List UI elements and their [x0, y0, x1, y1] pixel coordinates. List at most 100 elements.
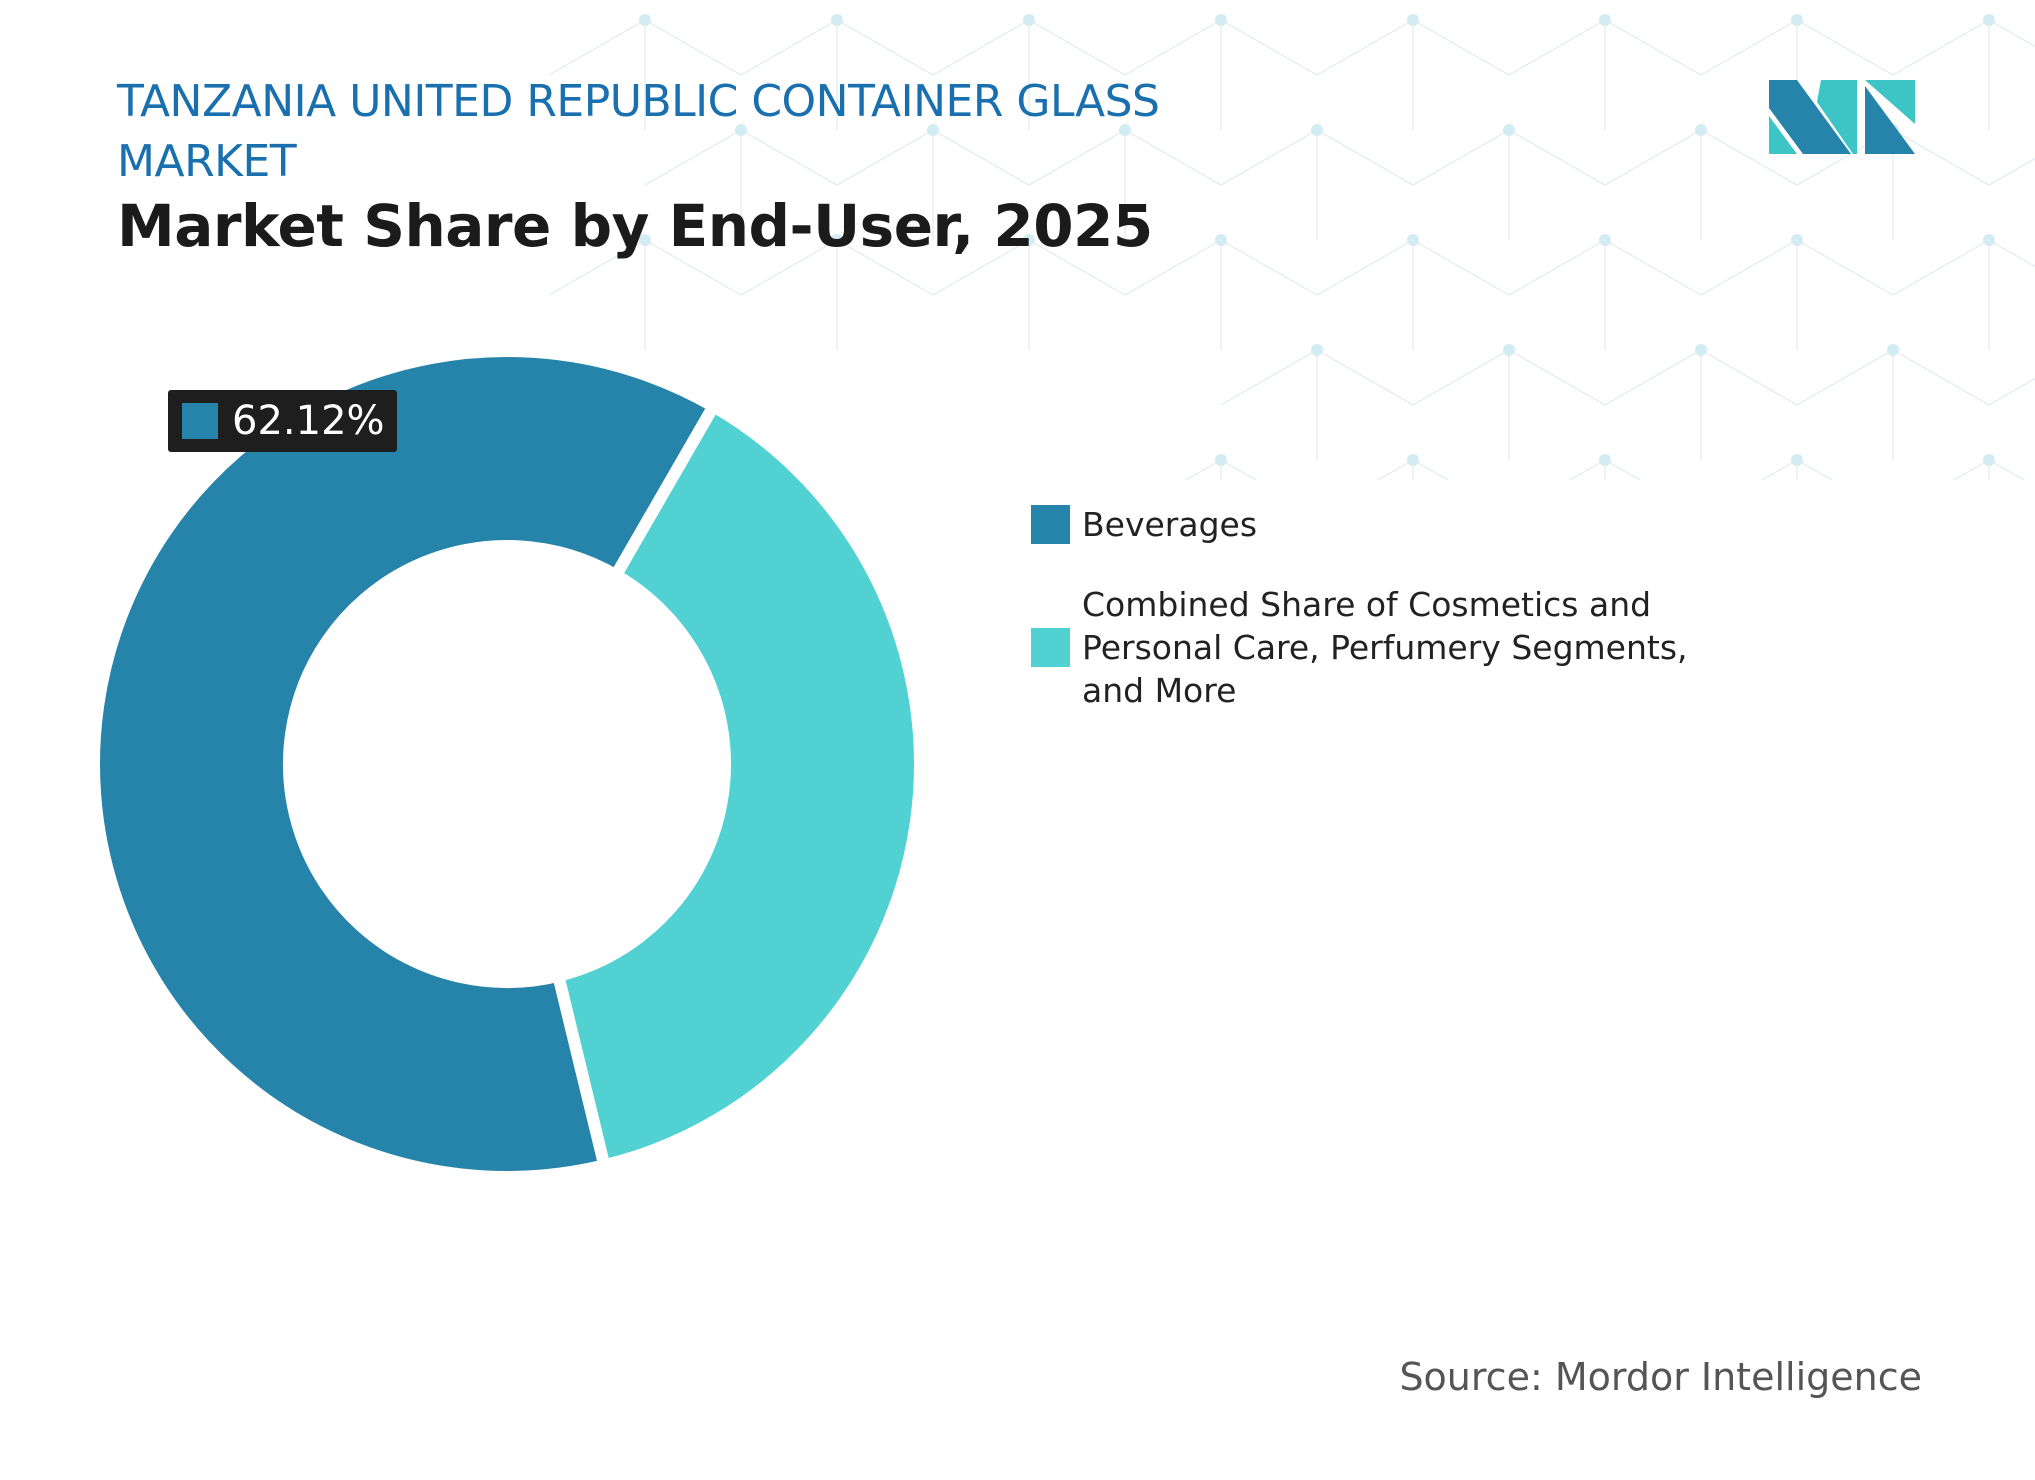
pattern-line: [932, 19, 1030, 76]
pattern-dot: [1215, 454, 1227, 466]
pattern-dot: [1983, 14, 1995, 26]
pattern-line: [1796, 349, 1894, 406]
data-label-beverages: 62.12%: [168, 390, 397, 452]
pattern-line: [1604, 19, 1702, 76]
pattern-dot: [1311, 344, 1323, 356]
pattern-line: [1892, 129, 1990, 186]
chart-subtitle: Market Share by End-User, 2025: [117, 192, 1153, 260]
pattern-line: [1376, 459, 1414, 480]
pattern-dot: [1503, 124, 1515, 136]
legend-label: Beverages: [1082, 505, 1258, 544]
pattern-dot: [1215, 234, 1227, 246]
pattern-line: [1988, 239, 2035, 268]
pattern-dot: [831, 234, 843, 246]
background-hex-pattern: [548, 14, 2035, 480]
pattern-line: [1796, 19, 1894, 76]
mordor-logo-icon: [1769, 80, 1915, 154]
pattern-dot: [1023, 234, 1035, 246]
pattern-dot: [1119, 124, 1131, 136]
pattern-dot: [927, 124, 939, 136]
pattern-dot: [831, 14, 843, 26]
pattern-line: [1028, 129, 1126, 186]
pattern-line: [1796, 459, 1834, 480]
pattern-line: [1988, 459, 2026, 480]
pattern-line: [932, 129, 1030, 186]
pattern-line: [1700, 349, 1798, 406]
pattern-line: [740, 129, 838, 186]
pattern-dot: [1503, 344, 1515, 356]
pattern-line: [1220, 239, 1318, 296]
pattern-line: [548, 19, 646, 76]
donut-slice-0: [88, 345, 722, 1183]
pattern-line: [932, 239, 1030, 296]
pattern-line: [548, 239, 646, 296]
pattern-dot: [1215, 14, 1227, 26]
pattern-line: [1760, 459, 1798, 480]
pattern-line: [1316, 349, 1414, 406]
pattern-line: [1412, 129, 1510, 186]
pattern-line: [1028, 19, 1126, 76]
pattern-line: [644, 19, 742, 76]
pattern-line: [1316, 19, 1414, 76]
pattern-dot: [1407, 454, 1419, 466]
pattern-line: [1412, 349, 1510, 406]
pattern-dot: [735, 124, 747, 136]
pattern-line: [836, 19, 934, 76]
pattern-line: [1892, 239, 1990, 296]
pattern-line: [1316, 129, 1414, 186]
pattern-line: [644, 239, 742, 296]
pattern-line: [1508, 129, 1606, 186]
pattern-line: [1988, 377, 2035, 406]
pattern-line: [1124, 129, 1222, 186]
pattern-dot: [1695, 124, 1707, 136]
pattern-line: [644, 129, 742, 186]
pattern-line: [1412, 459, 1450, 480]
pattern-line: [1892, 19, 1990, 76]
pattern-line: [1988, 157, 2035, 186]
pattern-line: [1604, 129, 1702, 186]
pattern-line: [1508, 349, 1606, 406]
pattern-dot: [1887, 344, 1899, 356]
pattern-line: [1184, 459, 1222, 480]
pattern-line: [836, 129, 934, 186]
pattern-dot: [639, 234, 651, 246]
pattern-line: [1124, 239, 1222, 296]
source-note: Source: Mordor Intelligence: [1399, 1355, 1922, 1399]
pattern-line: [1220, 459, 1258, 480]
legend-swatch: [1031, 505, 1070, 544]
donut-slice-1: [551, 398, 927, 1173]
pattern-line: [1220, 349, 1318, 406]
pattern-line: [740, 239, 838, 296]
legend-item-cosmetics-and-more: Combined Share of Cosmetics and Personal…: [1031, 583, 1731, 712]
pattern-line: [1412, 239, 1510, 296]
pattern-line: [1892, 349, 1990, 406]
pattern-dot: [1983, 454, 1995, 466]
pattern-line: [1220, 19, 1318, 76]
pattern-dot: [1599, 14, 1611, 26]
pattern-dot: [1791, 234, 1803, 246]
pattern-line: [1412, 19, 1510, 76]
legend-item-beverages: Beverages: [1031, 503, 1731, 546]
pattern-line: [1604, 239, 1702, 296]
pattern-line: [1700, 19, 1798, 76]
pattern-dot: [1311, 124, 1323, 136]
pattern-line: [740, 19, 838, 76]
pattern-line: [1508, 239, 1606, 296]
pattern-line: [1700, 129, 1798, 186]
pattern-dot: [1695, 344, 1707, 356]
pattern-dot: [1599, 454, 1611, 466]
pattern-dot: [1983, 234, 1995, 246]
pattern-dot: [1599, 234, 1611, 246]
legend-swatch: [1031, 628, 1070, 667]
pattern-line: [1952, 459, 1990, 480]
pattern-dot: [1791, 454, 1803, 466]
pattern-line: [1604, 459, 1642, 480]
pattern-dot: [639, 14, 651, 26]
donut-chart: [88, 345, 927, 1183]
pattern-dot: [1791, 14, 1803, 26]
pattern-line: [1028, 239, 1126, 296]
pattern-dot: [1407, 234, 1419, 246]
pattern-line: [836, 239, 934, 296]
pattern-line: [1700, 239, 1798, 296]
pattern-line: [1124, 19, 1222, 76]
